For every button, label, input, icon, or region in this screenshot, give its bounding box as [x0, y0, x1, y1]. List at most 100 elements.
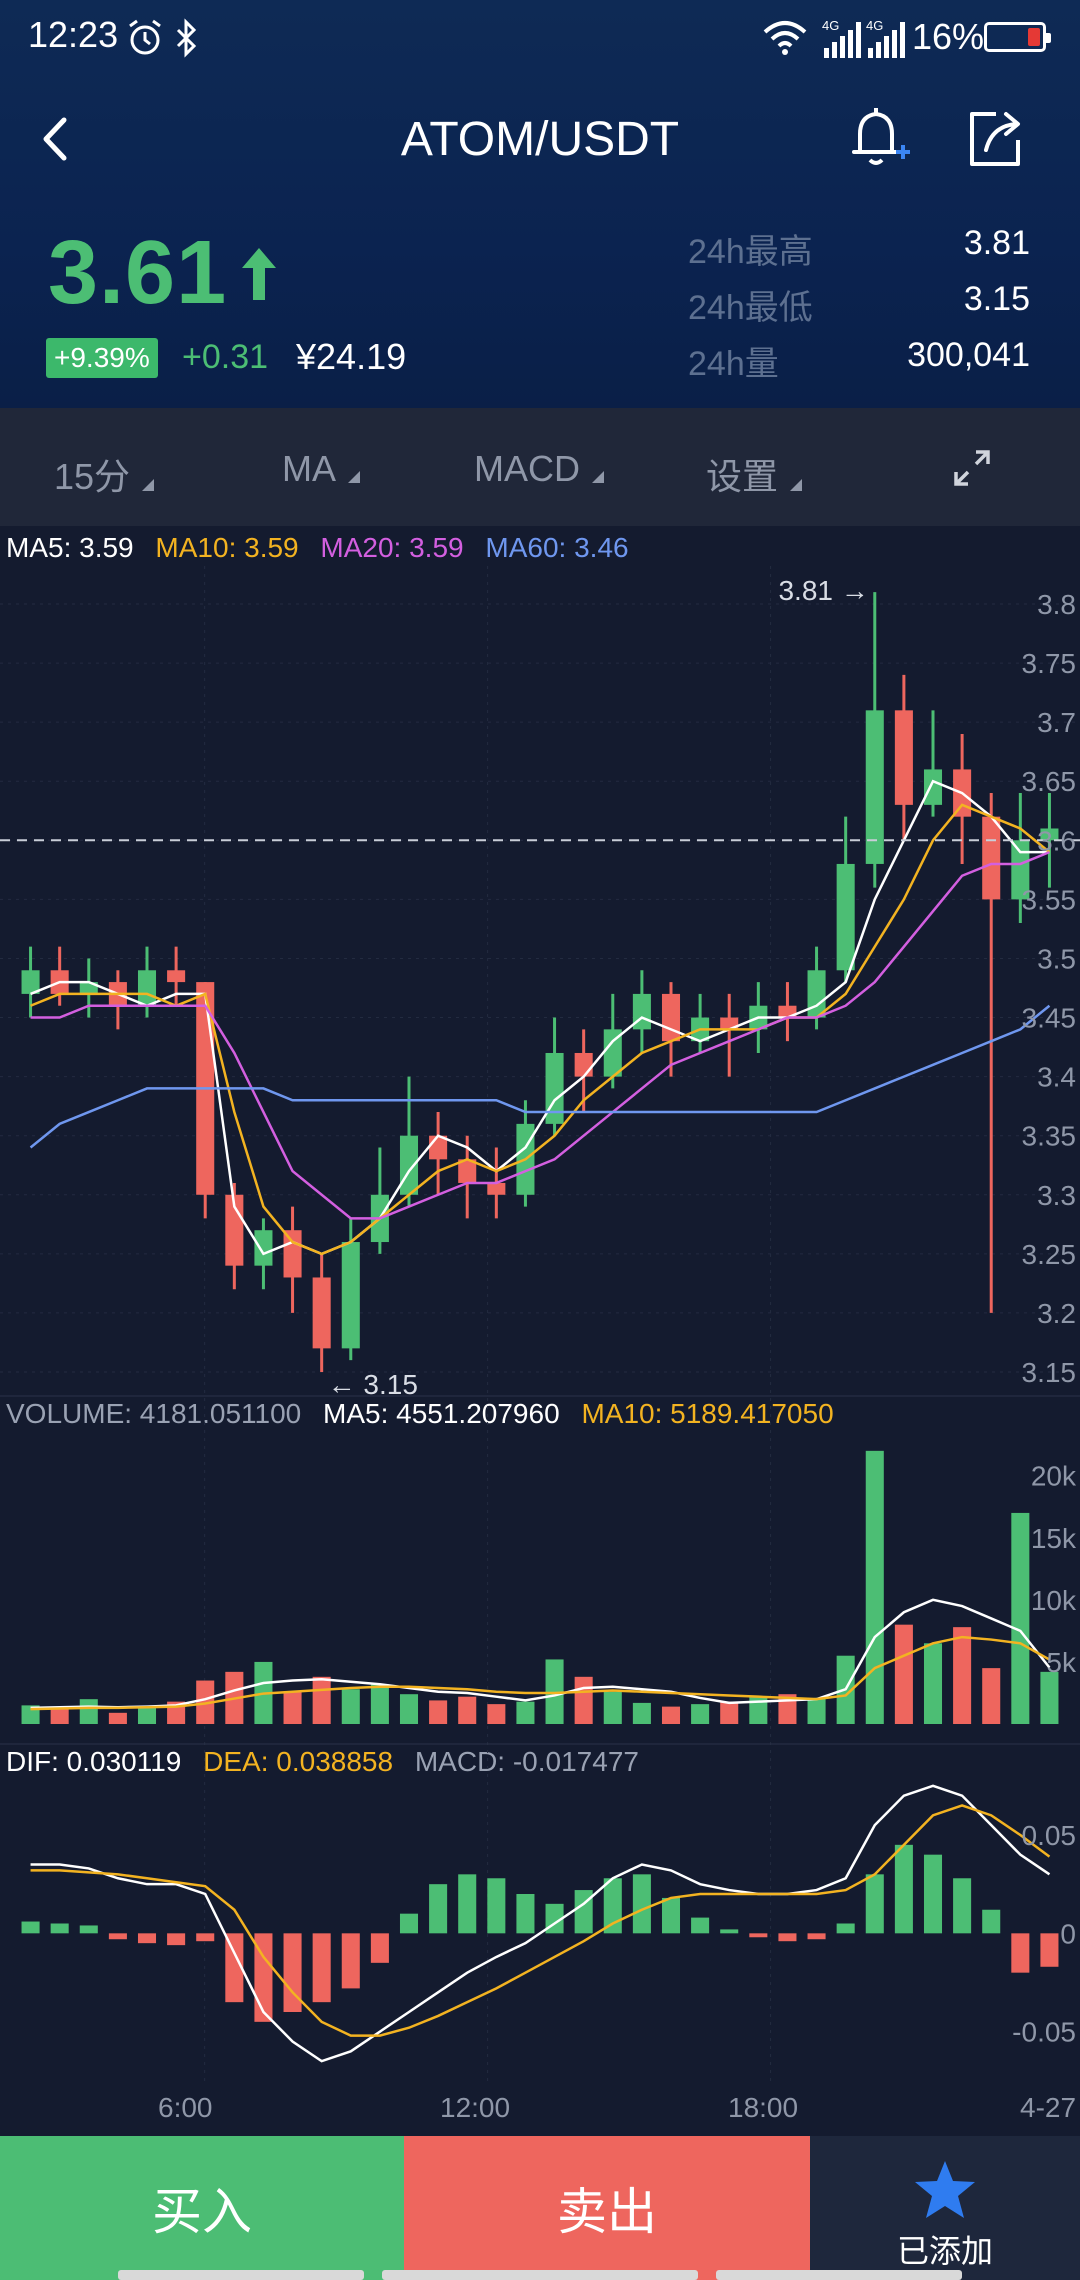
macd-bar: [341, 1933, 360, 1989]
stat-low-value: 3.15: [963, 280, 1030, 318]
macd-bar: [225, 1933, 244, 2003]
ma60-line: [29, 1004, 1051, 1149]
y-tick-label: 3.2: [1037, 1298, 1076, 1329]
macd-bar: [167, 1933, 186, 1946]
net-label-1: 4G: [822, 18, 839, 33]
volume-bar: [691, 1704, 710, 1724]
candles: [21, 592, 1059, 1372]
macd-bar: [370, 1933, 389, 1963]
interval-selector[interactable]: 15分: [54, 448, 155, 500]
macd-bar: [661, 1897, 681, 1934]
candle-body: [603, 1029, 622, 1077]
legend-volume: VOLUME: 4181.051100: [6, 1398, 302, 1429]
volume-bar: [953, 1627, 972, 1724]
y-tick-label: 3.4: [1037, 1062, 1076, 1093]
volume-bar: [661, 1706, 681, 1724]
share-icon[interactable]: [962, 104, 1028, 174]
legend-dif: DIF: 0.030119: [6, 1746, 182, 1777]
candle-body: [574, 1052, 593, 1077]
y-tick-label: 3.35: [1022, 1121, 1077, 1152]
macd-bar: [603, 1878, 622, 1934]
candle-body: [341, 1242, 360, 1349]
macd-bar: [749, 1933, 768, 1938]
volume-bar: [108, 1712, 127, 1724]
y-tick-label: 3.25: [1022, 1239, 1077, 1270]
change-percent-badge: +9.39%: [46, 338, 158, 378]
low-marker: ← 3.15: [328, 1369, 418, 1400]
stat-high-label: 24h最高: [688, 233, 813, 271]
volume-bar: [312, 1676, 331, 1724]
indicator-selector[interactable]: MA: [282, 448, 360, 490]
macd-bar: [21, 1921, 40, 1934]
macd-bar: [632, 1874, 651, 1934]
dropdown-triangle-icon: [142, 479, 155, 491]
y-tick-label: 3.8: [1037, 589, 1076, 620]
volume-bar: [516, 1701, 535, 1724]
macd-bar: [691, 1917, 710, 1934]
ma20-line: [30, 850, 1050, 1220]
candle-body: [21, 970, 40, 994]
vol-tick-label: 15k: [1031, 1523, 1077, 1554]
header: 12:23 4G 4G 16%: [0, 0, 1080, 408]
candle-body: [254, 1230, 273, 1266]
settings-selector[interactable]: 设置: [706, 448, 803, 500]
favorite-button[interactable]: 已添加: [810, 2136, 1080, 2280]
macd-bar: [894, 1844, 913, 1934]
candle-body: [487, 1182, 506, 1195]
macd-bar: [458, 1874, 477, 1934]
volume-bar: [982, 1668, 1001, 1724]
fullscreen-icon[interactable]: [952, 448, 992, 488]
macd-tick-label: -0.05: [1012, 2017, 1076, 2048]
wifi-icon: [763, 21, 807, 55]
high-marker: 3.81 →: [778, 575, 868, 606]
gesture-bar: [118, 2270, 364, 2280]
back-arrow-icon[interactable]: [30, 106, 86, 172]
volume-bar: [574, 1676, 593, 1724]
vol-tick-label: 10k: [1031, 1585, 1077, 1616]
main-legend: MA5: 3.59 MA10: 3.59 MA20: 3.59 MA60: 3.…: [6, 532, 643, 564]
volume-bars: [21, 1450, 1059, 1724]
candle-body: [458, 1159, 477, 1183]
bluetooth-icon: [176, 18, 197, 58]
macd-bar: [807, 1933, 826, 1940]
volume-bar: [283, 1691, 302, 1724]
macd-bar: [953, 1878, 972, 1934]
candle-body: [283, 1230, 302, 1278]
macd-tick-label: 0: [1060, 1918, 1076, 1949]
candle-body: [167, 970, 186, 983]
candle-body: [923, 769, 943, 805]
trade-bar: 买入 卖出 已添加: [0, 2136, 1080, 2280]
macd-bar: [778, 1933, 797, 1942]
legend-vol-ma10: MA10: 5189.417050: [581, 1398, 834, 1429]
macd-bar: [429, 1884, 448, 1934]
gesture-bar: [382, 2270, 698, 2280]
x-tick-label: 18:00: [728, 2092, 799, 2123]
sub-indicator-selector[interactable]: MACD: [474, 448, 604, 490]
bell-plus-icon[interactable]: [846, 104, 912, 174]
volume-bar: [399, 1694, 419, 1724]
net-label-2: 4G: [866, 18, 883, 33]
macd-bar: [487, 1878, 506, 1934]
buy-button[interactable]: 买入: [0, 2136, 404, 2280]
macd-legend: DIF: 0.030119 DEA: 0.038858 MACD: -0.017…: [6, 1746, 653, 1778]
sell-button[interactable]: 卖出: [404, 2136, 810, 2280]
battery-percent: 16%: [912, 16, 985, 57]
dropdown-triangle-icon: [592, 471, 604, 483]
macd-bar: [1011, 1933, 1030, 1973]
stat-volume-value: 300,041: [907, 336, 1030, 374]
stat-low-label: 24h最低: [688, 289, 813, 327]
macd-bar: [865, 1874, 884, 1934]
volume-bar: [458, 1696, 477, 1724]
candle-body: [807, 970, 826, 1018]
chart-area[interactable]: 3.8 3.75 3.7 3.65 3.6 3.55 3.5 3.45 3.4 3.35 3.3 3.…: [0, 526, 1080, 2086]
volume-bar: [341, 1689, 360, 1724]
x-tick-label: 12:00: [440, 2092, 511, 2123]
gesture-bar: [716, 2270, 962, 2280]
macd-bar: [923, 1854, 943, 1934]
volume-bar: [137, 1706, 157, 1724]
chart-toolbar: 15分 MA MACD 设置: [0, 408, 1080, 526]
legend-vol-ma5: MA5: 4551.207960: [323, 1398, 560, 1429]
candle-body: [894, 710, 913, 805]
macd-bar: [196, 1933, 215, 1942]
legend-ma60: MA60: 3.46: [485, 532, 629, 563]
